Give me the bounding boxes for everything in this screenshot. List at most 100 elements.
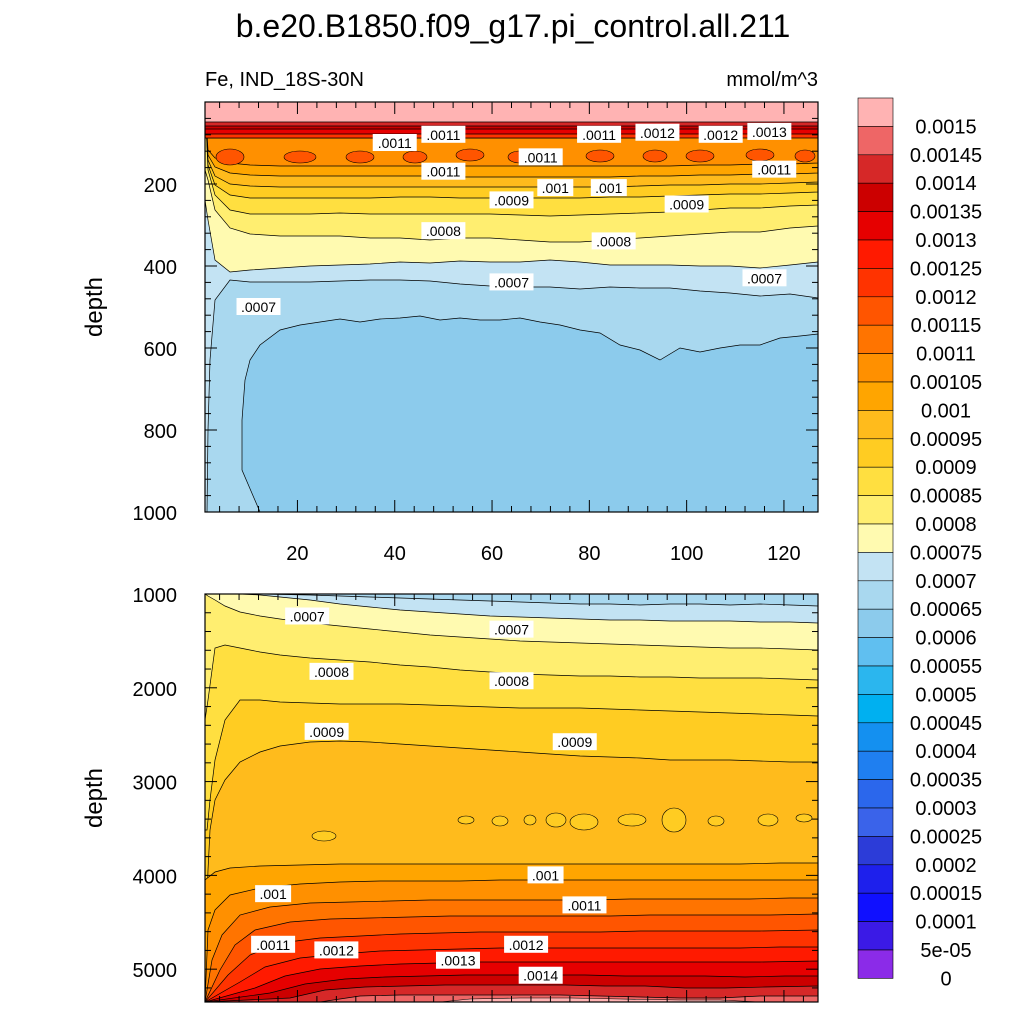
- contour-label: .0011: [752, 160, 797, 178]
- svg-text:.0007: .0007: [290, 609, 325, 625]
- colorbar-swatch: [857, 722, 894, 752]
- svg-text:.0008: .0008: [426, 223, 461, 239]
- y-tick-label: 400: [144, 257, 177, 279]
- svg-text:.0007: .0007: [494, 274, 529, 290]
- colorbar-label: 0.0002: [915, 855, 976, 877]
- svg-text:.001: .001: [259, 886, 286, 902]
- colorbar-swatch: [857, 750, 894, 780]
- colorbar-label: 0: [940, 968, 951, 990]
- y-tick-label: 3000: [133, 773, 178, 795]
- colorbar-swatch: [857, 665, 894, 695]
- y-tick-label: 5000: [133, 960, 178, 982]
- svg-text:.0008: .0008: [494, 673, 529, 689]
- colorbar-swatch: [857, 239, 894, 269]
- contour-label: .0007: [742, 269, 787, 287]
- colorbar-swatch: [857, 268, 894, 298]
- contour-label: .0012: [314, 941, 359, 959]
- colorbar-swatch: [857, 523, 894, 553]
- contour-label: .0007: [285, 607, 330, 625]
- y-tick-label: 1000: [133, 503, 178, 525]
- colorbar-swatch: [857, 949, 894, 979]
- colorbar-swatch: [857, 324, 894, 354]
- svg-text:.0008: .0008: [314, 664, 349, 680]
- svg-text:.001: .001: [542, 180, 569, 196]
- colorbar-label: 0.00115: [911, 315, 982, 337]
- colorbar-swatch: [857, 495, 894, 525]
- contour-label: .0012: [698, 125, 743, 143]
- contour-label: .0009: [489, 191, 534, 209]
- x-tick-label: 20: [286, 543, 308, 565]
- colorbar-label: 0.0015: [915, 116, 976, 138]
- colorbar-label: 0.00065: [910, 599, 982, 621]
- colorbar-label: 0.00035: [910, 770, 982, 792]
- contour-label: .0011: [577, 125, 622, 143]
- contour-label: .001: [527, 866, 564, 884]
- upper-y-axis-label: depth: [81, 277, 108, 337]
- svg-text:.0007: .0007: [241, 299, 276, 315]
- upper-band-0.0015: [205, 102, 818, 123]
- panel-subtitle-right: mmol/m^3: [726, 69, 818, 91]
- colorbar-label: 0.0007: [915, 571, 976, 593]
- svg-text:.0011: .0011: [256, 937, 290, 953]
- upper-contour-fills: [205, 102, 818, 512]
- contour-label: .0011: [421, 162, 466, 180]
- contour-label: .0009: [664, 195, 709, 213]
- colorbar-label: 5e-05: [920, 940, 971, 962]
- svg-text:.0009: .0009: [669, 197, 704, 213]
- colorbar-swatch: [857, 296, 894, 326]
- svg-text:.0007: .0007: [494, 622, 529, 638]
- svg-text:.0012: .0012: [509, 937, 544, 953]
- svg-text:.0011: .0011: [582, 127, 616, 143]
- colorbar-label: 0.0003: [915, 798, 976, 820]
- colorbar-label: 0.00145: [910, 145, 982, 167]
- colorbar-swatch: [857, 864, 894, 894]
- contour-label: .0012: [504, 935, 549, 953]
- y-tick-label: 2000: [133, 679, 178, 701]
- contour-label: .0011: [518, 148, 563, 166]
- lower-contour-fills: [205, 594, 818, 1002]
- svg-text:.0009: .0009: [494, 192, 529, 208]
- svg-text:.0011: .0011: [426, 164, 460, 180]
- contour-label: .0007: [489, 620, 534, 638]
- colorbar-swatch: [857, 410, 894, 440]
- contour-label: .0011: [372, 134, 417, 151]
- y-tick-label: 800: [144, 421, 177, 443]
- svg-text:.0009: .0009: [309, 724, 344, 740]
- upper-axis-ticks: 200 400 600 800 1000 20 40 60 80 100 120: [133, 101, 818, 565]
- lower-band-0.00065: [259, 594, 818, 607]
- colorbar-swatch: [857, 892, 894, 922]
- colorbar-label: 0.0004: [915, 741, 976, 763]
- svg-text:.001: .001: [532, 867, 559, 883]
- upper-contour-labels: .0011 .0011 .0011 .0011 .0011 .0012 .0012 .0013…: [236, 122, 797, 315]
- svg-text:.0011: .0011: [426, 127, 460, 143]
- colorbar-swatch: [857, 608, 894, 638]
- colorbar-label: 0.0013: [915, 230, 976, 252]
- colorbar-swatch: [857, 807, 894, 837]
- colorbar-swatch: [857, 438, 894, 468]
- colorbar-label: 0.0005: [915, 684, 976, 706]
- colorbar-swatch: [857, 126, 894, 156]
- lower-band-0.0015: [439, 997, 761, 1002]
- svg-text:.001: .001: [595, 180, 622, 196]
- colorbar-swatch: [857, 637, 894, 667]
- svg-text:.0011: .0011: [524, 149, 558, 165]
- lower-y-axis-label: depth: [81, 768, 108, 828]
- y-tick-label: 1000: [133, 585, 178, 607]
- colorbar-swatch: [857, 154, 894, 184]
- colorbar-swatch: [857, 381, 894, 411]
- svg-text:.0013: .0013: [752, 124, 787, 140]
- colorbar-label: 0.0008: [915, 514, 976, 536]
- y-tick-label: 600: [144, 339, 177, 361]
- svg-text:.0012: .0012: [703, 127, 738, 143]
- contour-label: .0011: [421, 125, 466, 143]
- x-tick-label: 100: [670, 543, 703, 565]
- svg-text:.0011: .0011: [567, 897, 601, 913]
- colorbar-label: 0.00095: [910, 429, 982, 451]
- contour-label: .001: [590, 179, 627, 197]
- colorbar-swatch: [857, 694, 894, 724]
- colorbar-label: 0.0001: [915, 912, 976, 934]
- contour-label: .0011: [251, 935, 296, 953]
